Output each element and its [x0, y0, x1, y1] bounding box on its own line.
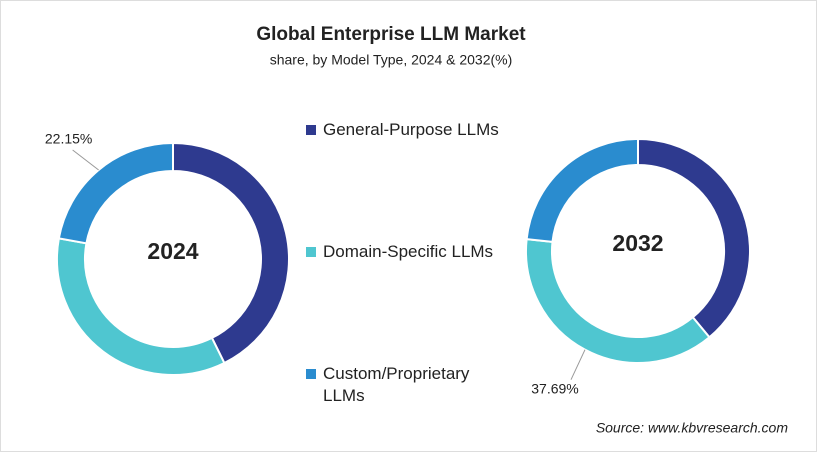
legend-label: Domain-Specific LLMs	[323, 242, 494, 261]
chart-subtitle: share, by Model Type, 2024 & 2032(%)	[270, 52, 513, 68]
legend-label: Custom/Proprietary LLMs	[323, 364, 470, 405]
source: Source: www.kbvresearch.com	[596, 420, 789, 436]
legend-item: Domain-Specific LLMs	[306, 241, 503, 263]
legend-swatch	[306, 247, 316, 257]
leader-line	[72, 149, 99, 171]
legend-swatch	[306, 369, 316, 379]
leader-line	[570, 349, 586, 380]
donut-segment	[525, 238, 711, 364]
legend-item: General-Purpose LLMs	[306, 119, 503, 141]
legend-label: General-Purpose LLMs	[323, 120, 499, 139]
data-label: 22.15%	[45, 131, 92, 147]
data-label: 37.69%	[531, 380, 578, 396]
donut-segment	[525, 137, 639, 243]
donut-segment	[56, 237, 226, 376]
center-label: 2024	[147, 238, 198, 264]
legend-item: Custom/Proprietary LLMs	[306, 363, 503, 407]
donut-segment	[57, 141, 174, 245]
center-label: 2032	[612, 230, 663, 256]
legend-swatch	[306, 125, 316, 135]
chart-title: Global Enterprise LLM Market	[256, 24, 526, 45]
